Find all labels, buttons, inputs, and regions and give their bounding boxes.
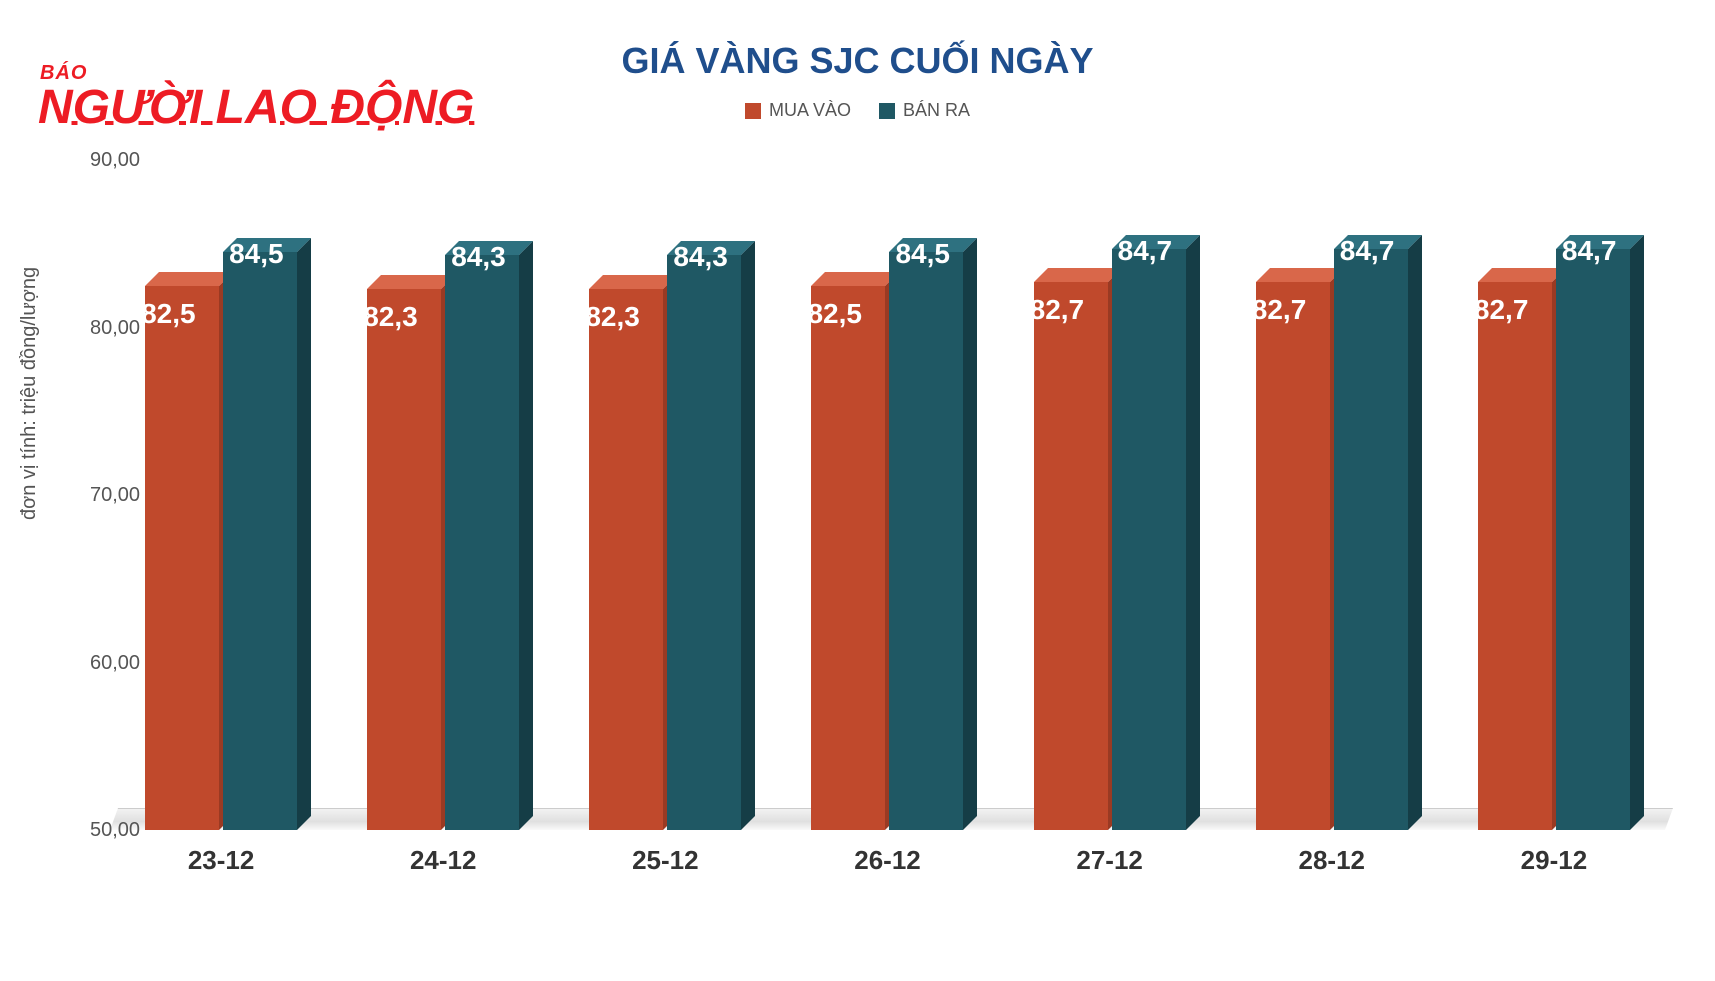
x-category-label: 29-12 <box>1459 845 1649 876</box>
bar-group: 82,784,727-12 <box>1015 249 1205 830</box>
bar-ban-ra: 84,7 <box>1334 249 1408 830</box>
bar-front <box>667 255 741 830</box>
bar-side <box>297 238 311 830</box>
bar-front <box>1256 282 1330 830</box>
value-label-mua-vao: 82,7 <box>1030 294 1085 326</box>
bar-front <box>1556 249 1630 830</box>
bar-top <box>145 272 233 286</box>
legend-label-mua-vao: MUA VÀO <box>769 100 851 121</box>
bar-front <box>1478 282 1552 830</box>
bar-side <box>519 241 533 830</box>
x-category-label: 28-12 <box>1237 845 1427 876</box>
bar-front <box>1334 249 1408 830</box>
legend-label-ban-ra: BÁN RA <box>903 100 970 121</box>
bar-front <box>367 289 441 830</box>
bar-groups: 82,584,523-1282,384,324-1282,384,325-128… <box>110 160 1665 830</box>
bar-group: 82,384,325-12 <box>570 255 760 830</box>
legend-swatch-ban-ra <box>879 103 895 119</box>
x-category-label: 24-12 <box>348 845 538 876</box>
bar-top <box>811 272 899 286</box>
value-label-mua-vao: 82,3 <box>363 301 418 333</box>
chart-legend: MUA VÀO BÁN RA <box>0 100 1715 121</box>
x-category-label: 26-12 <box>792 845 982 876</box>
bar-mua-vao: 82,7 <box>1256 282 1330 830</box>
bar-mua-vao: 82,3 <box>367 289 441 830</box>
plot-area: 82,584,523-1282,384,324-1282,384,325-128… <box>110 160 1665 880</box>
bar-ban-ra: 84,5 <box>223 252 297 830</box>
bar-ban-ra: 84,7 <box>1556 249 1630 830</box>
bar-front <box>223 252 297 830</box>
value-label-mua-vao: 82,3 <box>585 301 640 333</box>
value-label-ban-ra: 84,3 <box>451 241 506 273</box>
bar-front <box>811 286 885 830</box>
bar-front <box>1034 282 1108 830</box>
y-tick: 90,00 <box>75 149 155 172</box>
bar-group: 82,784,729-12 <box>1459 249 1649 830</box>
value-label-ban-ra: 84,7 <box>1118 235 1173 267</box>
bar-side <box>1186 235 1200 830</box>
x-category-label: 27-12 <box>1015 845 1205 876</box>
y-tick: 70,00 <box>75 484 155 507</box>
bar-mua-vao: 82,3 <box>589 289 663 830</box>
bar-top <box>1034 268 1122 282</box>
bar-top <box>1478 268 1566 282</box>
bar-top <box>1256 268 1344 282</box>
legend-item-ban-ra: BÁN RA <box>879 100 970 121</box>
bar-front <box>589 289 663 830</box>
x-category-label: 23-12 <box>126 845 316 876</box>
bar-front <box>1112 249 1186 830</box>
bar-front <box>445 255 519 830</box>
bar-top <box>367 275 455 289</box>
bar-mua-vao: 82,5 <box>811 286 885 830</box>
y-tick: 60,00 <box>75 652 155 675</box>
legend-item-mua-vao: MUA VÀO <box>745 100 851 121</box>
y-axis-label: đơn vị tính: triệu đồng/lượng <box>18 267 41 520</box>
bar-group: 82,584,526-12 <box>792 252 982 830</box>
chart-title: GIÁ VÀNG SJC CUỐI NGÀY <box>0 40 1715 82</box>
bar-mua-vao: 82,7 <box>1478 282 1552 830</box>
value-label-mua-vao: 82,5 <box>807 298 862 330</box>
value-label-ban-ra: 84,3 <box>673 241 728 273</box>
legend-swatch-mua-vao <box>745 103 761 119</box>
bar-ban-ra: 84,7 <box>1112 249 1186 830</box>
value-label-ban-ra: 84,7 <box>1340 235 1395 267</box>
y-tick: 80,00 <box>75 317 155 340</box>
bar-ban-ra: 84,3 <box>445 255 519 830</box>
bar-front <box>145 286 219 830</box>
bar-mua-vao: 82,7 <box>1034 282 1108 830</box>
x-category-label: 25-12 <box>570 845 760 876</box>
bar-group: 82,384,324-12 <box>348 255 538 830</box>
bar-group: 82,784,728-12 <box>1237 249 1427 830</box>
value-label-mua-vao: 82,7 <box>1474 294 1529 326</box>
bar-top <box>589 275 677 289</box>
value-label-ban-ra: 84,7 <box>1562 235 1617 267</box>
bar-front <box>889 252 963 830</box>
bar-mua-vao: 82,5 <box>145 286 219 830</box>
bar-side <box>1630 235 1644 830</box>
bar-side <box>963 238 977 830</box>
value-label-ban-ra: 84,5 <box>895 238 950 270</box>
bar-side <box>741 241 755 830</box>
bar-ban-ra: 84,3 <box>667 255 741 830</box>
bar-ban-ra: 84,5 <box>889 252 963 830</box>
value-label-ban-ra: 84,5 <box>229 238 284 270</box>
value-label-mua-vao: 82,7 <box>1252 294 1307 326</box>
y-tick: 50,00 <box>75 819 155 842</box>
bar-side <box>1408 235 1422 830</box>
